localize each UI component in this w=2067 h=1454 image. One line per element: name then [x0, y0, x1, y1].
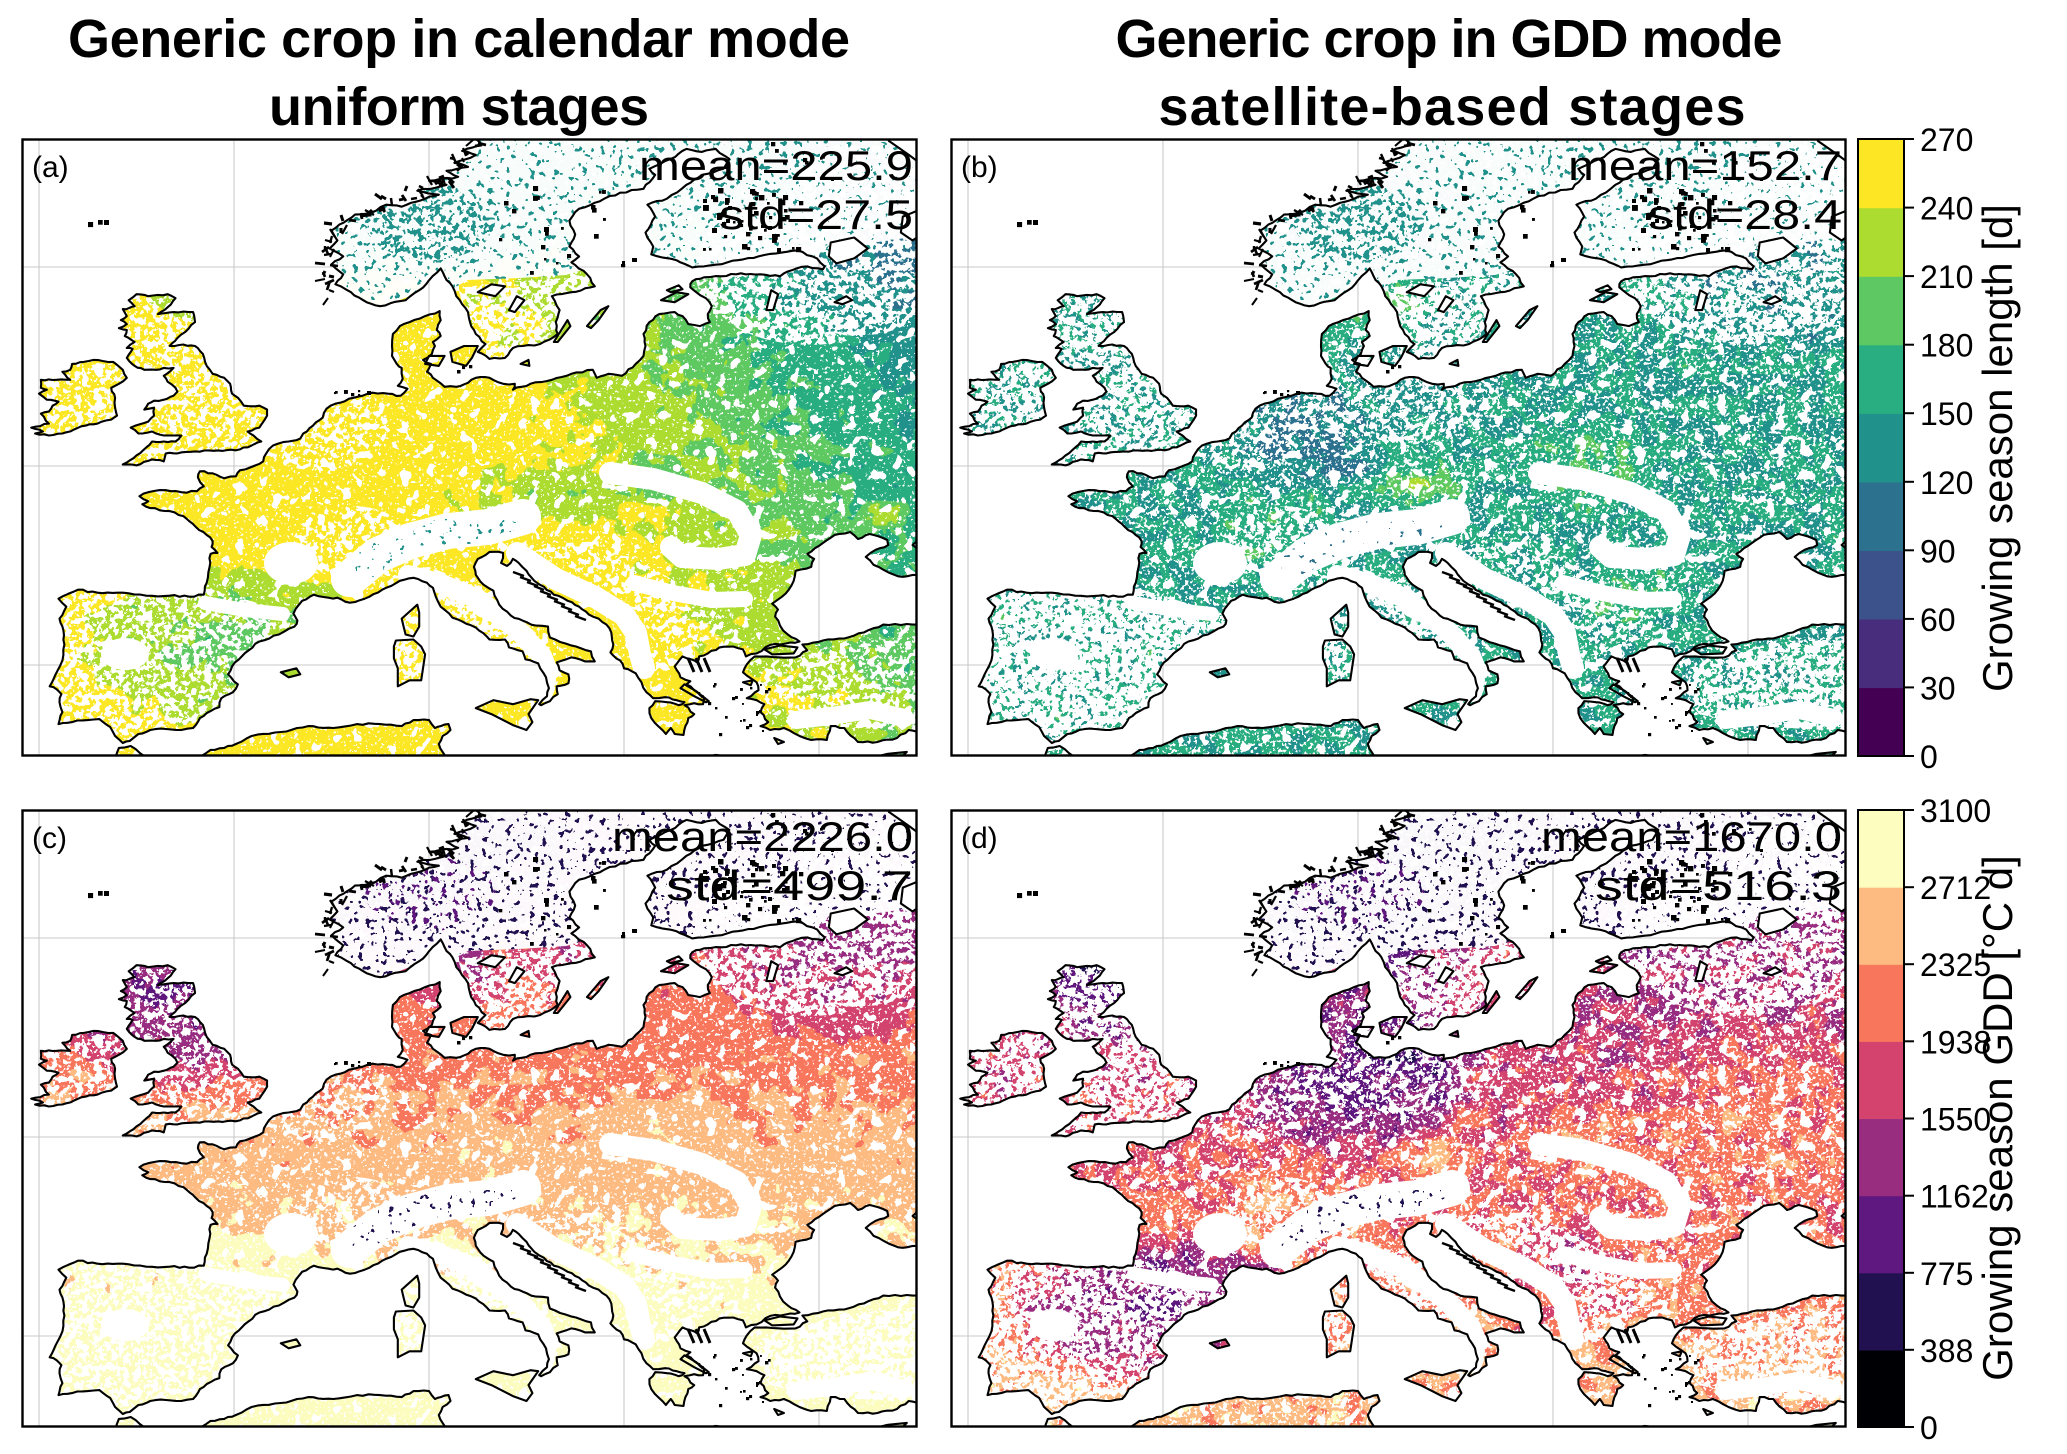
svg-text:210: 210: [1920, 259, 1973, 295]
svg-text:Growing season length [d]: Growing season length [d]: [1974, 204, 2021, 692]
svg-text:1938: 1938: [1920, 1024, 1991, 1060]
svg-text:0: 0: [1920, 739, 1938, 775]
svg-text:std=516.3: std=516.3: [1595, 862, 1842, 909]
svg-text:Growing season GDD [°C d]: Growing season GDD [°C d]: [1974, 855, 2021, 1381]
svg-text:180: 180: [1920, 328, 1973, 364]
svg-text:120: 120: [1920, 465, 1973, 501]
svg-text:(a): (a): [32, 151, 69, 184]
svg-text:mean=2226.0: mean=2226.0: [612, 813, 913, 860]
svg-text:mean=152.7: mean=152.7: [1568, 142, 1842, 189]
svg-text:uniform stages: uniform stages: [269, 77, 649, 137]
svg-text:30: 30: [1920, 670, 1956, 706]
svg-text:std=28.4: std=28.4: [1648, 191, 1842, 238]
svg-text:(d): (d): [961, 822, 998, 855]
svg-text:150: 150: [1920, 396, 1973, 432]
svg-text:0: 0: [1920, 1410, 1938, 1446]
svg-text:(c): (c): [32, 822, 67, 855]
svg-text:(b): (b): [961, 151, 998, 184]
svg-text:90: 90: [1920, 533, 1956, 569]
svg-text:1162: 1162: [1920, 1179, 1989, 1215]
svg-text:Generic crop in GDD mode: Generic crop in GDD mode: [1116, 9, 1783, 69]
svg-text:775: 775: [1920, 1256, 1973, 1292]
svg-text:Generic crop in calendar mode: Generic crop in calendar mode: [68, 9, 850, 69]
svg-text:3100: 3100: [1920, 793, 1991, 829]
svg-text:2325: 2325: [1920, 947, 1991, 983]
svg-text:240: 240: [1920, 191, 1973, 227]
svg-text:mean=225.9: mean=225.9: [639, 142, 913, 189]
svg-text:mean=1670.0: mean=1670.0: [1541, 813, 1842, 860]
svg-text:std=499.7: std=499.7: [666, 862, 913, 909]
svg-text:satellite-based stages: satellite-based stages: [1159, 77, 1746, 137]
svg-text:388: 388: [1920, 1333, 1973, 1369]
svg-text:2712: 2712: [1920, 870, 1991, 906]
svg-text:std=27.5: std=27.5: [719, 191, 913, 238]
svg-text:270: 270: [1920, 122, 1973, 158]
svg-text:1550: 1550: [1920, 1102, 1991, 1138]
svg-text:60: 60: [1920, 602, 1956, 638]
